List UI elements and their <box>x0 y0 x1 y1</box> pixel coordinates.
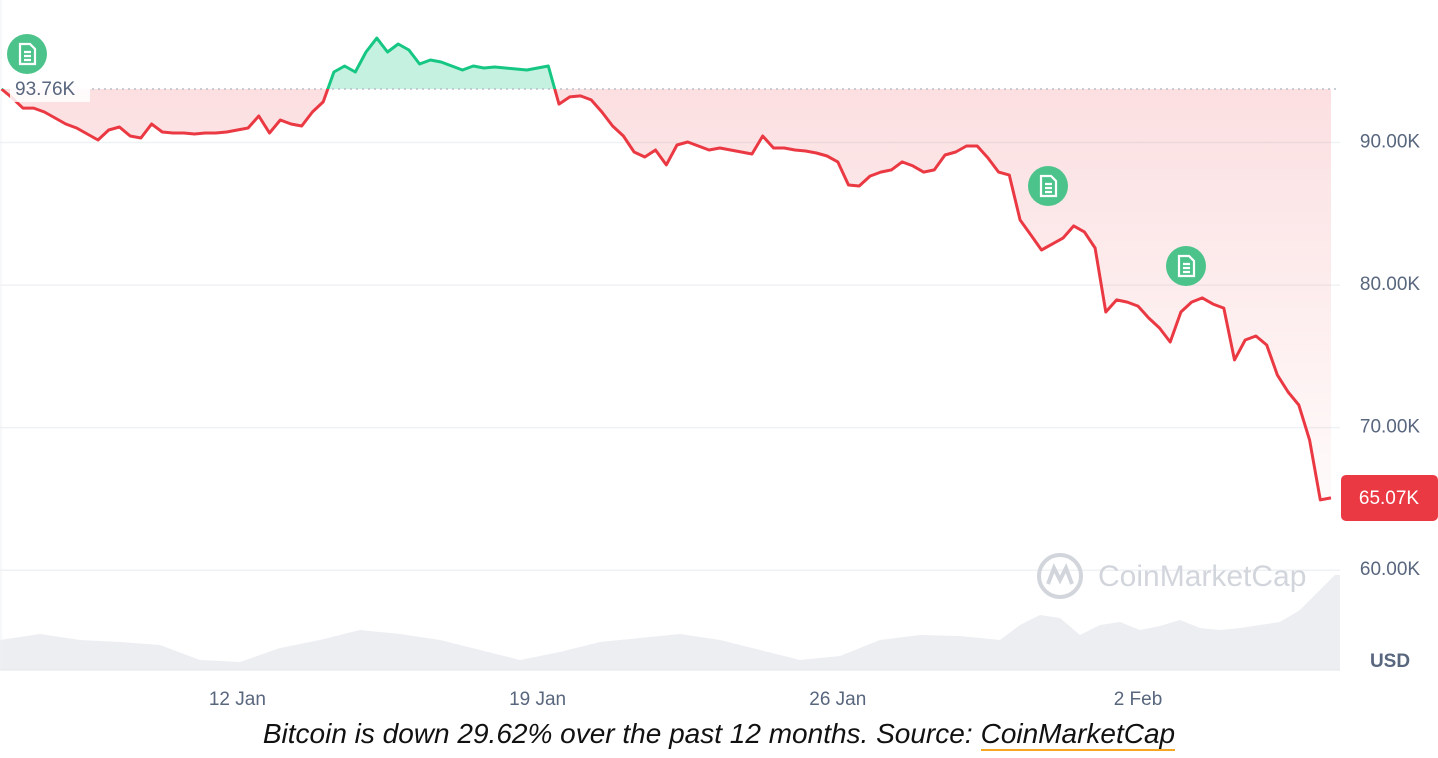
y-tick-label: 90.00K <box>1360 132 1421 153</box>
plot: 93.76K <box>0 36 1340 502</box>
chart: CoinMarketCap 93.76K 60.00K 70.00K 80.00K 9… <box>0 0 1438 710</box>
y-tick-label: 60.00K <box>1360 559 1421 580</box>
volume-area <box>0 575 1340 670</box>
watermark: CoinMarketCap <box>1098 560 1306 593</box>
last-price-box <box>1341 474 1438 521</box>
baseline-label-bg <box>10 75 90 102</box>
watermark-logo <box>1037 553 1083 599</box>
news-icons <box>7 34 1206 286</box>
caption: Bitcoin is down 29.62% over the past 12 … <box>0 718 1438 751</box>
unit-label: USD <box>1370 651 1410 672</box>
last-price-label: 65.07K <box>1359 488 1420 509</box>
caption-text: Bitcoin is down 29.62% over the past 12 … <box>262 718 973 749</box>
x-tick-label: 2 Feb <box>1114 689 1163 710</box>
x-tick-label: 26 Jan <box>809 689 866 710</box>
price-area <box>1 38 1331 500</box>
y-tick-label: 80.00K <box>1360 274 1421 295</box>
x-tick-label: 12 Jan <box>209 689 266 710</box>
y-tick-label: 70.00K <box>1360 417 1421 438</box>
x-tick-label: 19 Jan <box>509 689 566 710</box>
source-link[interactable]: CoinMarketCap <box>980 718 1176 751</box>
baseline-label: 93.76K <box>15 79 76 100</box>
price-line <box>0 36 1332 502</box>
